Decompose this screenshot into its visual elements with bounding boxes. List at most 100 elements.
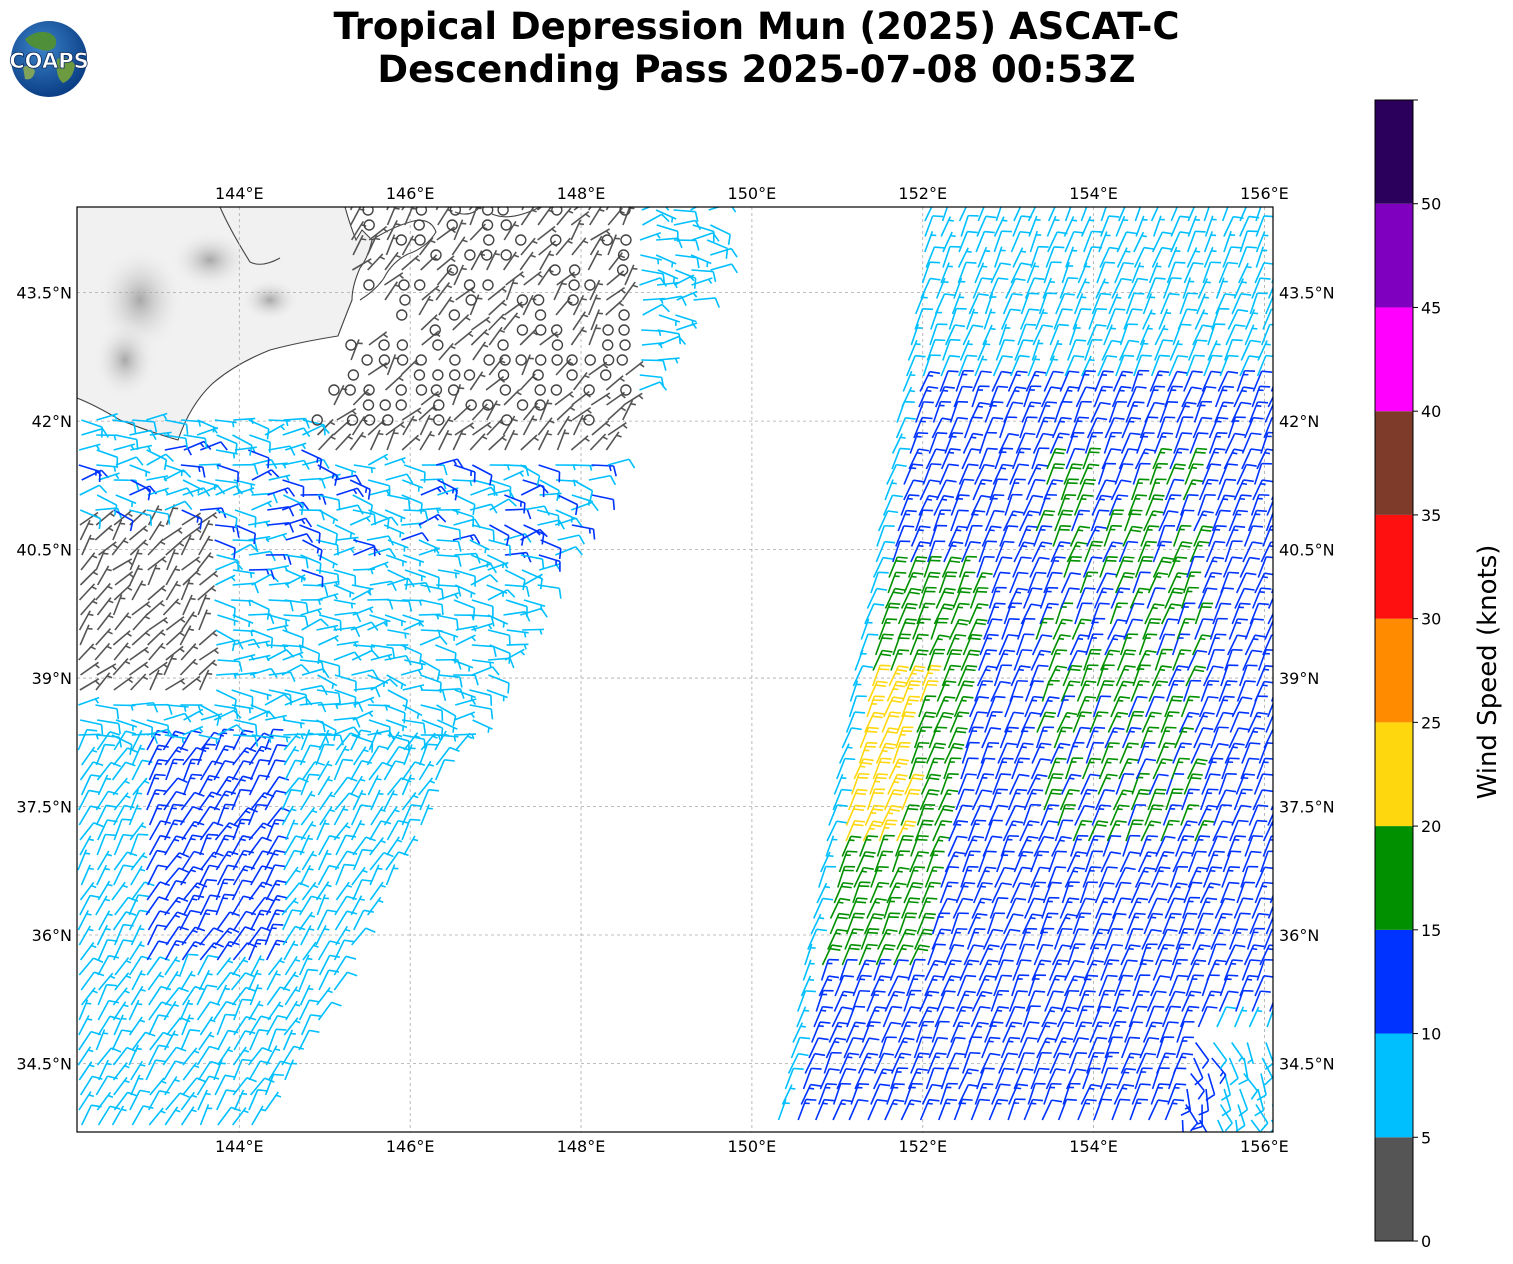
lon-tick-label-top: 144°E	[215, 184, 264, 203]
wind-barb	[1107, 711, 1129, 733]
wind-barb	[891, 850, 910, 873]
wind-barb	[1111, 1098, 1131, 1121]
wind-barb	[866, 990, 886, 1012]
wind-barb	[1266, 1008, 1273, 1028]
wind-barb	[1128, 897, 1149, 919]
wind-barb	[1116, 186, 1136, 206]
wind-barb	[909, 944, 930, 966]
wind-barb	[1130, 882, 1151, 904]
wind-barb	[1178, 711, 1200, 733]
wind-barb	[875, 943, 896, 966]
wind-barbs-layer	[77, 186, 1273, 1132]
wind-barb	[1173, 1052, 1194, 1074]
wind-barb	[1197, 804, 1219, 826]
wind-barb	[1050, 634, 1071, 656]
wind-barb	[872, 757, 892, 780]
wind-barb	[1104, 927, 1123, 950]
lat-tick-label-right: 40.5°N	[1279, 541, 1335, 560]
wind-barb	[1215, 789, 1237, 811]
wind-barb	[1244, 727, 1265, 749]
wind-barb	[1134, 866, 1156, 888]
wind-barb	[939, 1082, 958, 1105]
wind-barb	[1015, 1052, 1035, 1074]
wind-barb	[832, 788, 852, 811]
chart-title-line-1: Tropical Depression Mun (2025) ASCAT-C	[333, 5, 1180, 48]
wind-barb	[843, 1037, 864, 1059]
wind-barb	[848, 695, 867, 718]
wind-barb	[1071, 726, 1091, 749]
wind-barb	[839, 1052, 860, 1074]
wind-barb	[1265, 713, 1273, 733]
wind-barb	[1182, 679, 1202, 702]
wind-barb	[1145, 1005, 1165, 1028]
wind-barb	[910, 1052, 930, 1074]
wind-barb	[928, 634, 950, 656]
wind-barb	[1098, 757, 1119, 780]
wind-barb	[1045, 1068, 1067, 1090]
wind-barb	[1114, 974, 1134, 997]
wind-barb	[1111, 897, 1132, 919]
wind-barb	[1056, 695, 1076, 718]
wind-barb	[1118, 758, 1139, 780]
wind-barb	[1204, 757, 1224, 780]
wind-barb	[1131, 1083, 1151, 1105]
wind-barb	[813, 1005, 833, 1028]
wind-barb	[993, 974, 1013, 997]
wind-barb	[1042, 881, 1062, 904]
wind-barb	[859, 835, 879, 857]
wind-barb	[990, 989, 1010, 1012]
wind-barb	[1136, 1052, 1157, 1074]
wind-barb	[910, 835, 929, 857]
wind-barb	[1190, 944, 1211, 966]
lon-tick-label-top: 156°E	[1240, 184, 1289, 203]
wind-barb	[1053, 927, 1073, 950]
wind-barb	[1147, 1099, 1169, 1121]
wind-barb	[1191, 928, 1212, 950]
wind-barb	[1130, 990, 1150, 1012]
wind-barb	[1102, 835, 1122, 857]
wind-barb	[825, 1037, 847, 1059]
wind-barb	[1157, 726, 1177, 749]
wind-barb	[1130, 680, 1150, 702]
wind-barb	[852, 881, 871, 904]
wind-barb	[1030, 866, 1051, 888]
wind-barb	[1108, 1006, 1129, 1028]
wind-barb	[1121, 726, 1142, 749]
wind-barb	[919, 789, 940, 811]
wind-barb	[1231, 1042, 1246, 1062]
wind-barb	[1094, 881, 1115, 904]
wind-barb	[1120, 944, 1141, 966]
wind-barb	[881, 804, 902, 826]
wind-barb	[1009, 679, 1028, 702]
wind-barb	[1085, 835, 1105, 857]
colorbar-tick-label: 15	[1421, 921, 1441, 940]
wind-barb	[1033, 835, 1055, 857]
wind-barb	[1240, 757, 1260, 780]
wind-barb	[960, 649, 981, 671]
wind-barb	[867, 680, 888, 702]
colorbar-bin	[1375, 1033, 1413, 1138]
wind-barb	[810, 913, 825, 935]
wind-barb	[990, 680, 1011, 702]
wind-barb	[816, 882, 831, 904]
wind-barb	[960, 757, 979, 780]
wind-barb	[1005, 804, 1026, 826]
wind-barb	[943, 649, 963, 671]
wind-barb	[936, 897, 958, 919]
wind-barb	[804, 1052, 826, 1074]
wind-barb	[1180, 695, 1200, 718]
lat-tick-label-right: 39°N	[1279, 669, 1319, 688]
wind-barb	[1080, 664, 1099, 687]
wind-barb	[979, 1052, 1001, 1074]
wind-barb	[1016, 943, 1035, 966]
wind-barb	[992, 773, 1012, 795]
wind-barb	[1087, 1036, 1108, 1059]
lat-tick-label-right: 43.5°N	[1279, 284, 1335, 303]
wind-barb	[944, 851, 966, 873]
wind-barb	[1023, 1098, 1044, 1121]
wind-barb	[941, 664, 962, 687]
wind-barb	[870, 865, 889, 888]
wind-barb	[1159, 1021, 1179, 1043]
wind-barb	[1255, 1104, 1269, 1132]
wind-barb	[831, 1006, 853, 1028]
